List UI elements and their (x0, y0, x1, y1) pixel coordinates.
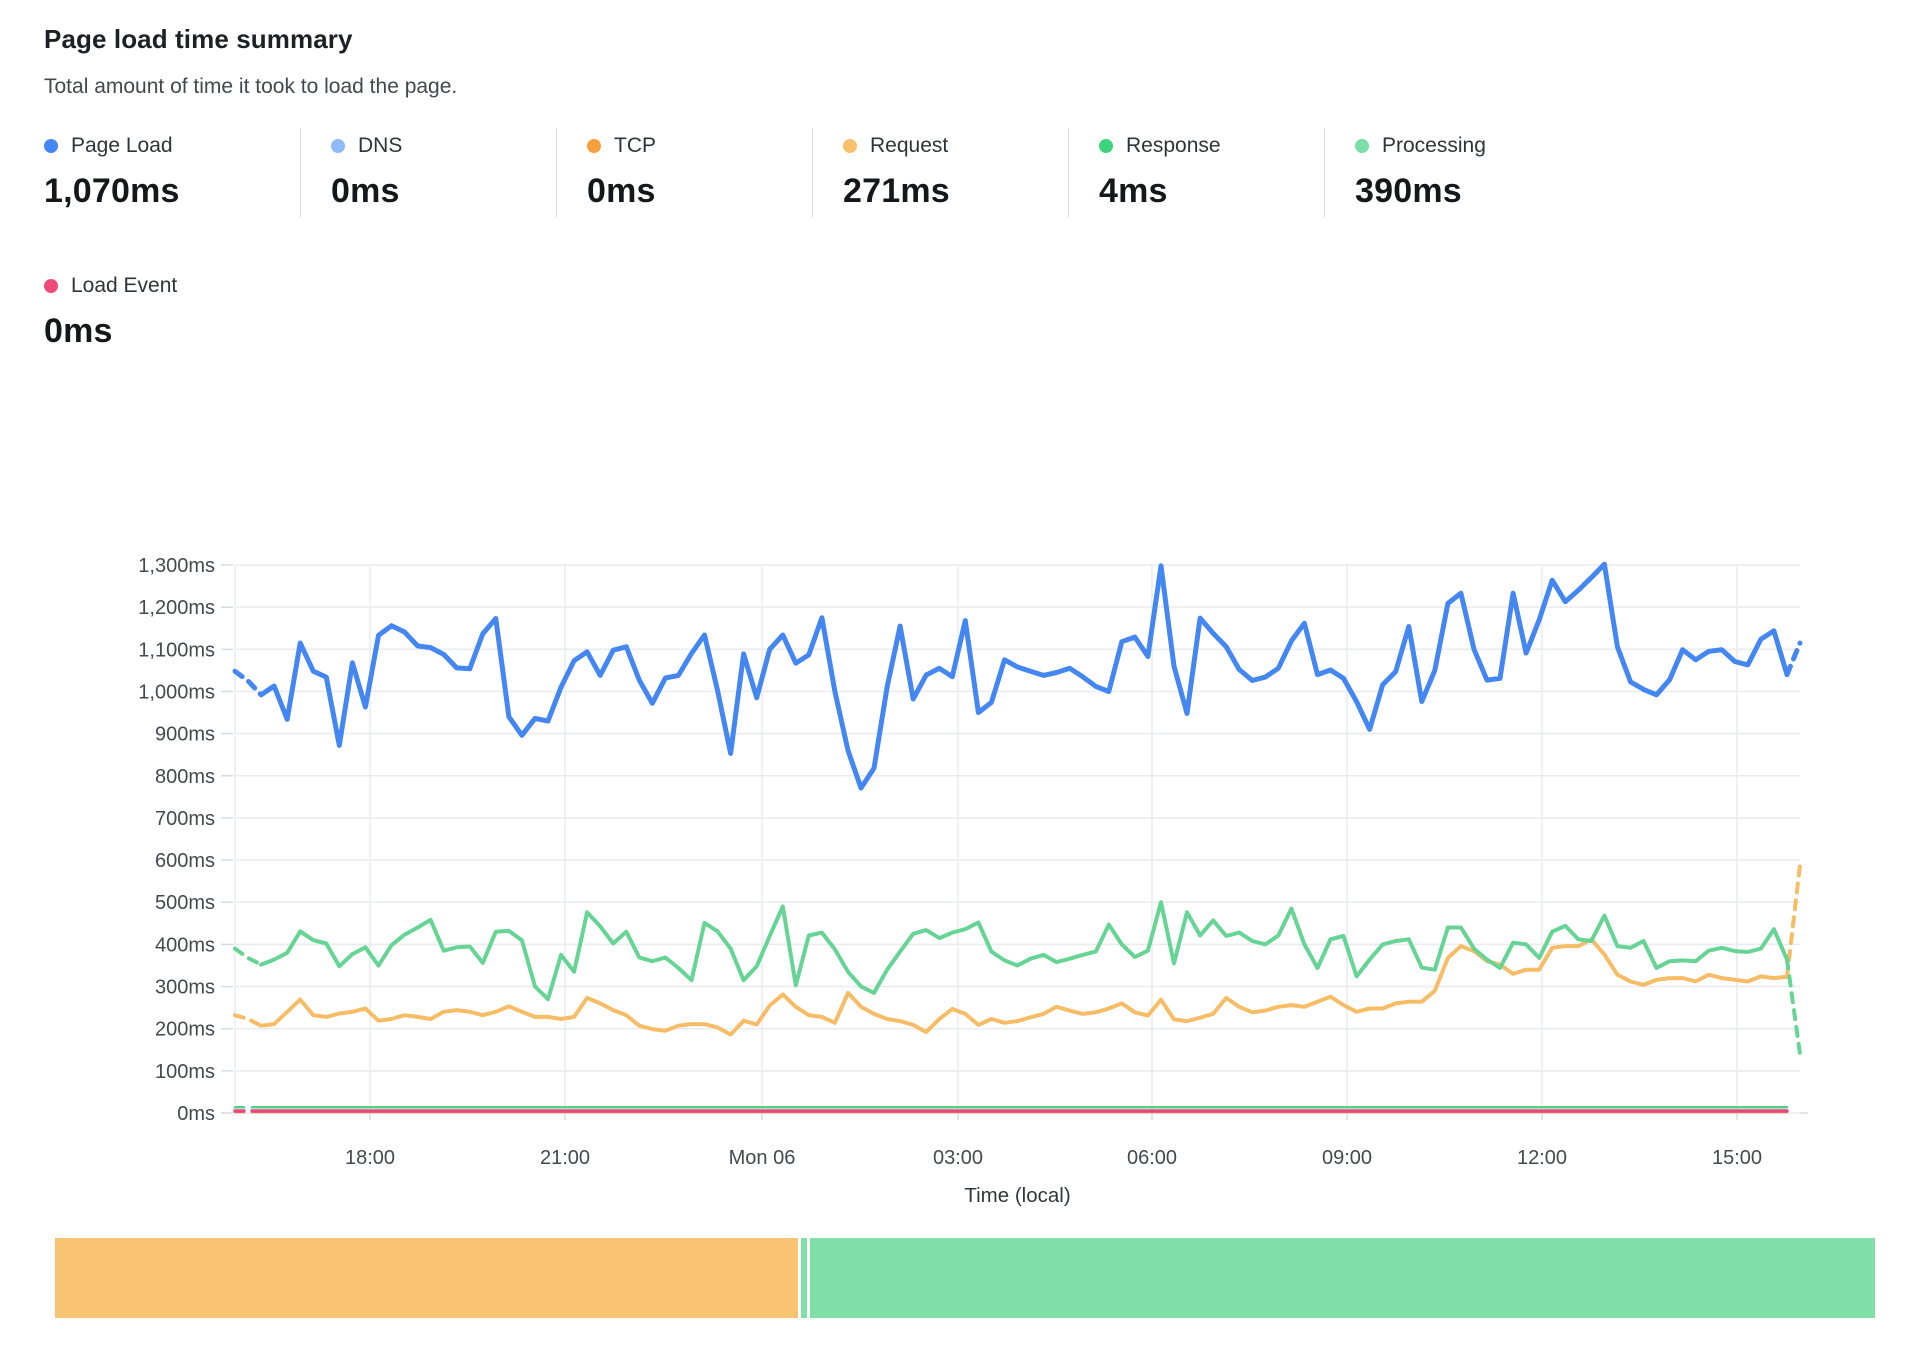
page-subtitle: Total amount of time it took to load the… (44, 75, 458, 98)
svg-text:18:00: 18:00 (345, 1147, 395, 1169)
svg-text:900ms: 900ms (155, 724, 215, 746)
legend-metrics-row-2: Load Event 0ms (44, 268, 300, 357)
processing-dot-icon (1355, 139, 1369, 153)
svg-text:12:00: 12:00 (1517, 1147, 1567, 1169)
load-time-chart[interactable]: 0ms 100ms 200ms 300ms 400ms 500ms 600ms 700ms 80… (0, 440, 1910, 1240)
metric-page-load[interactable]: Page Load 1,070ms (44, 128, 300, 217)
request-dot-icon (843, 139, 857, 153)
metric-value: 0ms (331, 172, 400, 210)
timing-distribution-bar (55, 1238, 1877, 1318)
svg-text:1,100ms: 1,100ms (138, 639, 215, 661)
svg-text:15:00: 15:00 (1712, 1147, 1762, 1169)
svg-text:21:00: 21:00 (540, 1147, 590, 1169)
metric-label: Processing (1382, 134, 1486, 157)
svg-text:300ms: 300ms (155, 977, 215, 999)
bar-segment-divider-sliver (801, 1238, 807, 1318)
svg-text:200ms: 200ms (155, 1019, 215, 1041)
response-dot-icon (1099, 139, 1113, 153)
chart-svg[interactable]: 0ms 100ms 200ms 300ms 400ms 500ms 600ms 700ms 80… (0, 440, 1910, 1240)
metric-label: Response (1126, 134, 1221, 157)
svg-text:09:00: 09:00 (1322, 1147, 1372, 1169)
metric-value: 1,070ms (44, 172, 180, 210)
svg-text:1,000ms: 1,000ms (138, 681, 215, 703)
svg-text:Mon 06: Mon 06 (729, 1147, 796, 1169)
metric-label: Load Event (71, 274, 178, 297)
bar-segment-processing-share (810, 1238, 1875, 1318)
metric-value: 4ms (1099, 172, 1168, 210)
svg-text:1,200ms: 1,200ms (138, 597, 215, 619)
svg-text:Time (local): Time (local) (964, 1184, 1070, 1207)
page-load-dot-icon (44, 139, 58, 153)
svg-text:800ms: 800ms (155, 766, 215, 788)
metric-label: Request (870, 134, 949, 157)
svg-text:0ms: 0ms (177, 1103, 215, 1125)
svg-text:06:00: 06:00 (1127, 1147, 1177, 1169)
metric-processing[interactable]: Processing 390ms (1324, 128, 1580, 217)
svg-text:400ms: 400ms (155, 934, 215, 956)
metric-label: Page Load (71, 134, 173, 157)
tcp-dot-icon (587, 139, 601, 153)
page-title: Page load time summary (44, 24, 353, 54)
svg-text:100ms: 100ms (155, 1061, 215, 1083)
metric-tcp[interactable]: TCP 0ms (556, 128, 812, 217)
svg-text:500ms: 500ms (155, 892, 215, 914)
svg-text:700ms: 700ms (155, 808, 215, 830)
metric-label: TCP (614, 134, 656, 157)
metric-dns[interactable]: DNS 0ms (300, 128, 556, 217)
svg-text:03:00: 03:00 (933, 1147, 983, 1169)
metric-value: 0ms (44, 312, 113, 350)
load-event-dot-icon (44, 279, 58, 293)
metric-label: DNS (358, 134, 403, 157)
bar-segment-request-share (55, 1238, 798, 1318)
metric-request[interactable]: Request 271ms (812, 128, 1068, 217)
panel-header: Page load time summary Total amount of t… (44, 24, 457, 99)
metric-load-event[interactable]: Load Event 0ms (44, 268, 300, 357)
svg-text:600ms: 600ms (155, 850, 215, 872)
metric-value: 271ms (843, 172, 950, 210)
metric-value: 390ms (1355, 172, 1462, 210)
metric-value: 0ms (587, 172, 656, 210)
svg-text:1,300ms: 1,300ms (138, 555, 215, 577)
legend-metrics-row: Page Load 1,070ms DNS 0ms TCP 0ms Reques… (44, 128, 1580, 217)
metric-response[interactable]: Response 4ms (1068, 128, 1324, 217)
dns-dot-icon (331, 139, 345, 153)
